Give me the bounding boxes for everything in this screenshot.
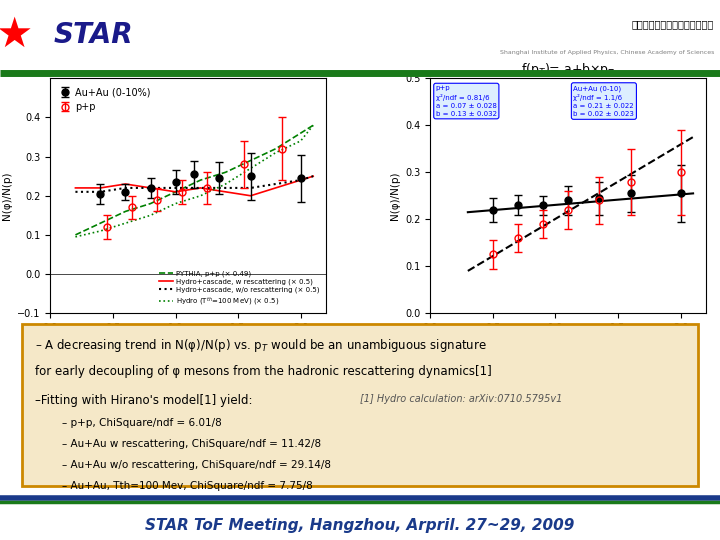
Legend: PYTHIA, p+p (× 0.49), Hydro+cascade, w rescattering (× 0.5), Hydro+cascade, w/o : PYTHIA, p+p (× 0.49), Hydro+cascade, w r…: [156, 267, 323, 310]
Y-axis label: N(φ)/N(p): N(φ)/N(p): [390, 172, 400, 220]
Title: f(p$_T$)= a+b×p–: f(p$_T$)= a+b×p–: [521, 62, 615, 78]
Text: Au+Au (0-10)
χ²/ndf = 1.1/6
a = 0.21 ± 0.022
b = 0.02 ± 0.023: Au+Au (0-10) χ²/ndf = 1.1/6 a = 0.21 ± 0…: [573, 85, 634, 117]
Text: Shanghai Institute of Applied Physics, Chinese Academy of Sciences: Shanghai Institute of Applied Physics, C…: [500, 50, 714, 55]
Y-axis label: N(φ)/N(p): N(φ)/N(p): [1, 172, 12, 220]
Text: – Au+Au w rescattering, ChiSquare/ndf = 11.42/8: – Au+Au w rescattering, ChiSquare/ndf = …: [62, 439, 321, 449]
Text: – Au+Au w/o rescattering, ChiSquare/ndf = 29.14/8: – Au+Au w/o rescattering, ChiSquare/ndf …: [62, 460, 331, 470]
X-axis label: Transverse momentum p$_T$(GeV/c): Transverse momentum p$_T$(GeV/c): [480, 339, 656, 353]
Text: p+p
χ²/ndf = 0.81/6
a = 0.07 ± 0.028
b = 0.13 ± 0.032: p+p χ²/ndf = 0.81/6 a = 0.07 ± 0.028 b =…: [436, 85, 497, 117]
Text: ★: ★: [0, 14, 33, 56]
Text: [1] Hydro calculation: arXiv:0710.5795v1: [1] Hydro calculation: arXiv:0710.5795v1: [360, 394, 562, 404]
X-axis label: Transverse momentum p$_T$(GeV/c): Transverse momentum p$_T$(GeV/c): [100, 339, 276, 353]
FancyBboxPatch shape: [22, 324, 698, 486]
Text: – Au+Au, Tth=100 Mev, ChiSquare/ndf = 7.75/8: – Au+Au, Tth=100 Mev, ChiSquare/ndf = 7.…: [62, 481, 313, 491]
Text: 中国科学院上海应用物理研究所: 中国科学院上海应用物理研究所: [631, 19, 714, 30]
Text: – p+p, ChiSquare/ndf = 6.01/8: – p+p, ChiSquare/ndf = 6.01/8: [62, 418, 222, 428]
Text: STAR ToF Meeting, Hangzhou, Arpril. 27~29, 2009: STAR ToF Meeting, Hangzhou, Arpril. 27~2…: [145, 518, 575, 534]
Text: STAR: STAR: [54, 21, 134, 49]
Text: for early decoupling of φ mesons from the hadronic rescattering dynamics[1]: for early decoupling of φ mesons from th…: [35, 364, 492, 377]
Text: – A decreasing trend in N(φ)/N(p) vs. p$_T$ would be an unambiguous signature: – A decreasing trend in N(φ)/N(p) vs. p$…: [35, 337, 487, 354]
Text: –Fitting with Hirano's model[1] yield:: –Fitting with Hirano's model[1] yield:: [35, 394, 253, 407]
